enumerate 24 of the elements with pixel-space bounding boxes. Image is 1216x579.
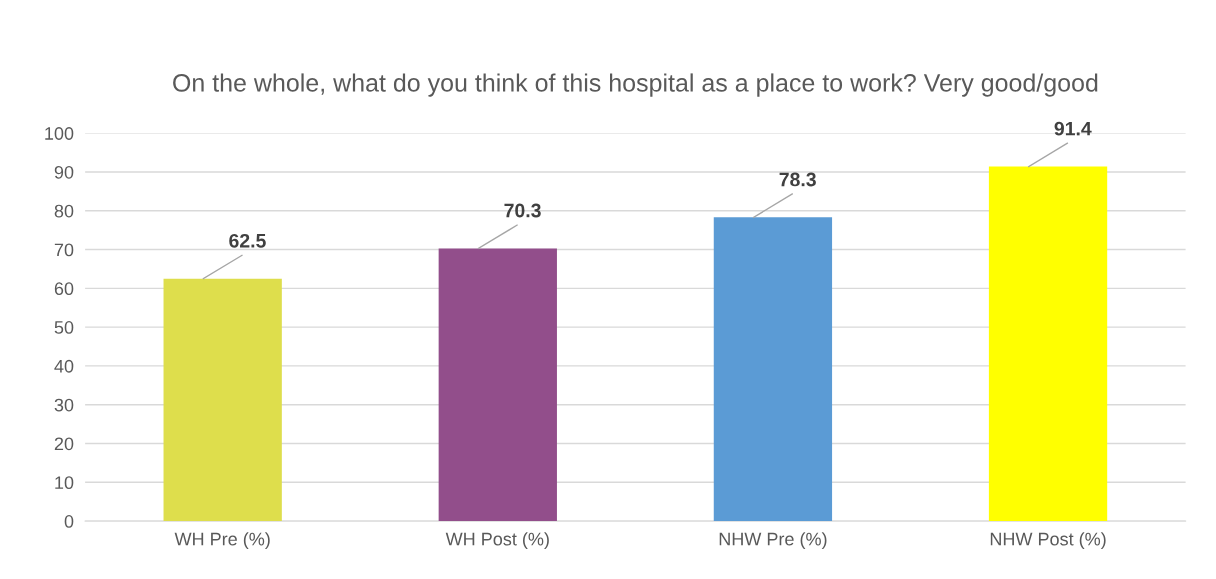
data-label: 78.3 [779, 172, 816, 187]
y-tick-label: 60 [54, 282, 74, 296]
y-tick-label: 70 [54, 243, 74, 257]
y-tick-label: 50 [54, 321, 74, 334]
y-tick-label: 0 [64, 515, 74, 528]
bar [713, 217, 833, 522]
x-tick-label: WH Post (%) [445, 532, 549, 550]
x-tick-label: WH Pre (%) [174, 532, 270, 550]
chart-title: On the whole, what do you think of this hospital as a place to work? Very good/good [173, 73, 1098, 97]
y-tick-label: 10 [55, 476, 74, 490]
y-tick-label: 30 [54, 398, 74, 412]
y-tick-label: 40 [54, 359, 74, 373]
y-tick-label: 90 [54, 165, 74, 179]
y-tick-label: 80 [54, 204, 74, 218]
y-tick-label: 100 [45, 127, 74, 140]
bar [163, 278, 282, 522]
y-tick-label: 20 [54, 437, 74, 451]
x-tick-label: NHW Post (%) [990, 532, 1106, 550]
bar [988, 166, 1108, 522]
data-label: 91.4 [1054, 121, 1092, 136]
data-label: 62.5 [229, 233, 266, 248]
data-label: 70.3 [504, 203, 541, 218]
bar [438, 248, 557, 522]
x-tick-label: NHW Pre (%) [719, 532, 827, 550]
